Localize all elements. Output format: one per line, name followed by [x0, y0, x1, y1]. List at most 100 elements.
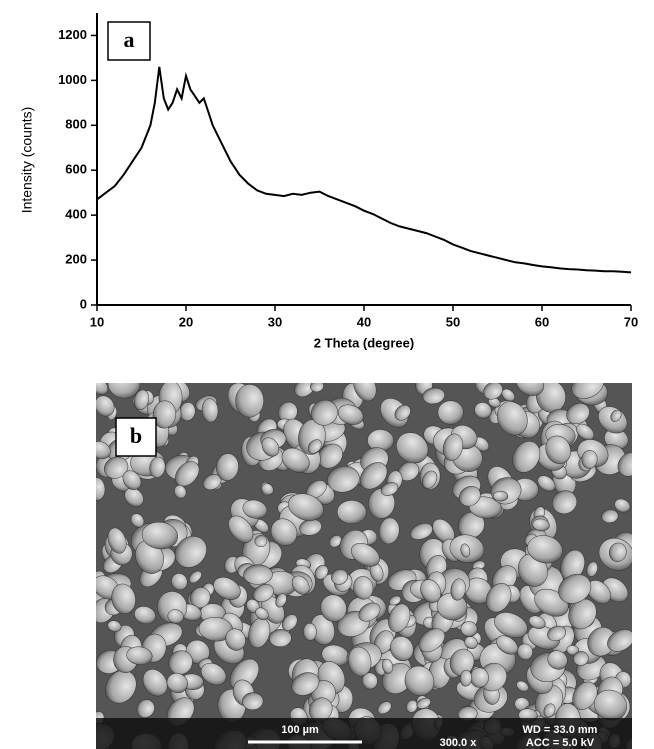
voltage: ACC = 5.0 kV	[526, 737, 595, 749]
grain	[201, 398, 219, 423]
data-line	[96, 66, 632, 274]
grain	[422, 387, 445, 405]
grain	[394, 404, 411, 421]
grain	[516, 680, 529, 692]
grain	[418, 628, 446, 653]
grain	[200, 662, 227, 686]
grain	[105, 669, 137, 704]
grain	[361, 672, 378, 690]
y-tick-label: 200	[65, 252, 87, 267]
grain	[517, 643, 533, 661]
grain	[547, 650, 568, 670]
sem-image: b 100 µm 300.0 x WD = 33.0 mm ACC = 5.0 …	[96, 383, 632, 749]
grain	[576, 423, 595, 441]
grain	[493, 490, 509, 502]
grain	[281, 447, 310, 473]
grain	[310, 383, 324, 393]
grain	[103, 456, 129, 479]
panel-label-box	[115, 417, 157, 457]
grain	[617, 452, 632, 477]
grain	[566, 402, 590, 425]
grain	[494, 612, 528, 639]
grain	[496, 635, 519, 655]
grain	[336, 500, 367, 525]
grain	[136, 699, 155, 718]
grain	[449, 648, 475, 676]
magnification: 300.0 x	[440, 737, 478, 749]
grain	[216, 453, 239, 481]
grain	[327, 465, 360, 493]
grain	[353, 383, 377, 402]
grain	[242, 692, 264, 711]
grain	[310, 399, 338, 426]
grain	[586, 561, 598, 577]
grain	[610, 409, 622, 422]
grain	[601, 509, 619, 523]
grain	[409, 523, 433, 540]
grain	[175, 461, 200, 487]
grain	[353, 576, 374, 600]
grain	[450, 578, 466, 601]
grain	[130, 513, 145, 528]
grain	[608, 542, 627, 562]
grain	[380, 482, 399, 496]
grain	[268, 629, 292, 648]
grain	[291, 575, 310, 595]
grain	[404, 665, 435, 697]
grain	[243, 564, 273, 585]
grain	[320, 594, 347, 622]
grain	[458, 486, 481, 507]
grain	[294, 383, 315, 397]
grain	[515, 383, 544, 396]
grain	[537, 475, 556, 492]
grain	[464, 636, 478, 650]
grain	[607, 629, 632, 652]
grain	[348, 646, 372, 677]
grain	[416, 697, 431, 709]
grain	[442, 433, 464, 461]
grain	[166, 672, 188, 694]
grain	[331, 569, 348, 585]
grain	[291, 672, 320, 696]
grain	[396, 432, 429, 464]
grain	[422, 470, 438, 489]
y-tick-label: 800	[65, 117, 87, 132]
xrd-chart: a Intensity (counts) 2 Theta (degree) 0 2…	[19, 13, 638, 350]
panel-label: b	[130, 423, 142, 448]
grain	[141, 521, 178, 550]
y-axis-label: Intensity (counts)	[19, 107, 35, 214]
grain	[134, 606, 156, 625]
x-axis-label: 2 Theta (degree)	[314, 335, 414, 350]
grain	[381, 658, 394, 674]
grain	[252, 584, 274, 602]
grain	[96, 383, 109, 395]
grain	[107, 527, 127, 554]
grain	[378, 517, 400, 545]
grain	[168, 650, 193, 675]
grain	[255, 607, 269, 621]
grain	[551, 490, 578, 515]
grain	[460, 543, 471, 558]
grain	[483, 383, 503, 400]
grain	[261, 483, 274, 496]
grain	[242, 499, 268, 519]
x-tick-label: 40	[357, 314, 371, 329]
grain	[96, 441, 111, 460]
grain	[317, 443, 343, 469]
grain	[270, 518, 298, 546]
panel-label: a	[124, 27, 135, 52]
grain	[501, 388, 515, 402]
grain	[254, 535, 268, 548]
grain	[228, 515, 254, 543]
grain	[528, 615, 546, 629]
y-tick-label: 400	[65, 207, 87, 222]
grain	[126, 646, 153, 665]
grain	[142, 669, 168, 697]
grain	[359, 462, 388, 490]
grain	[547, 625, 567, 642]
grain	[581, 449, 598, 469]
grain	[133, 389, 150, 410]
grain	[107, 620, 122, 632]
grain	[122, 470, 142, 490]
